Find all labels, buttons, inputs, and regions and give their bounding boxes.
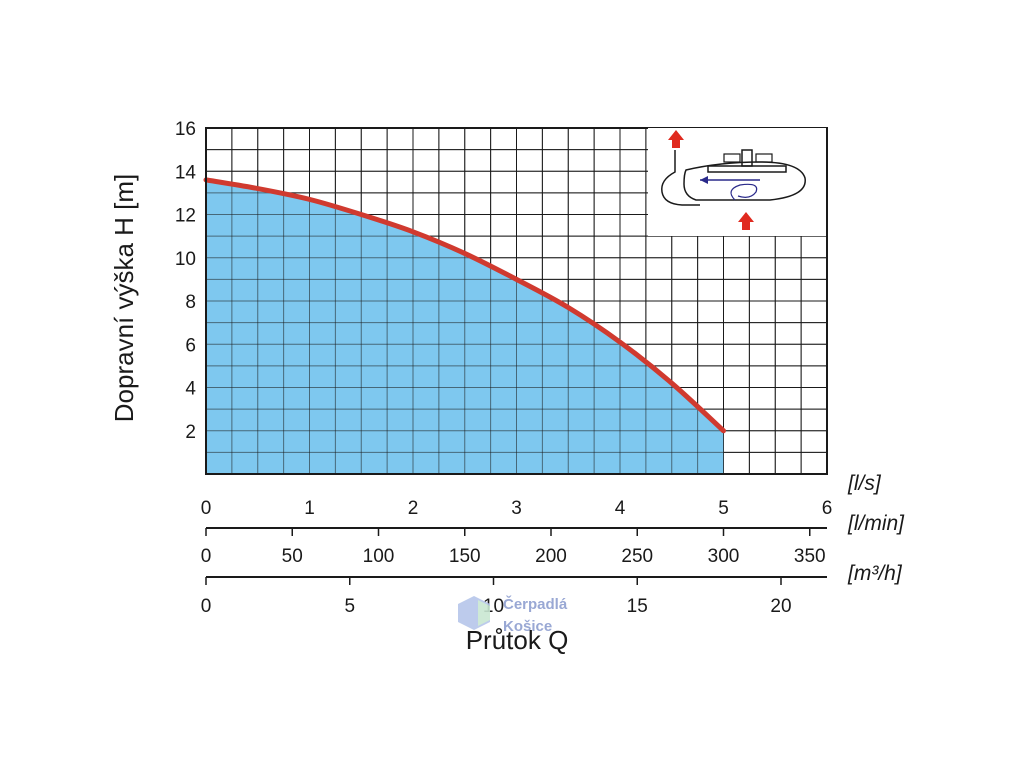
x-tick-label: 20 (770, 596, 791, 617)
x-tick-label: 5 (344, 596, 355, 617)
x-tick-label: 3 (511, 498, 522, 519)
x-tick-label: 200 (535, 546, 567, 567)
x-tick-label: 350 (794, 546, 826, 567)
x-tick-label: 0 (201, 596, 212, 617)
x-tick-label: 50 (282, 546, 303, 567)
x-tick-label: 5 (718, 498, 729, 519)
x-tick-label: 300 (708, 546, 740, 567)
x-axis-unit: [m³/h] (847, 562, 903, 585)
y-tick-label: 2 (185, 422, 196, 443)
grid-overlay (206, 128, 827, 474)
x-tick-label: 100 (363, 546, 395, 567)
x-axes: 0 1 2 3 4 5 6[l/s]0 50 100 150 200 250 300 350[l/min]… (201, 472, 905, 617)
y-tick-label: 10 (175, 249, 196, 270)
y-tick-label: 14 (175, 162, 197, 183)
x-axis-unit: [l/min] (847, 512, 905, 535)
y-axis-title: Dopravní výška H [m] (109, 174, 139, 423)
x-axis-title: Průtok Q (466, 625, 569, 655)
x-tick-label: 6 (822, 498, 833, 519)
y-tick-labels: 2 4 6 8 10 12 14 16 (175, 119, 197, 443)
series-line (203, 177, 726, 434)
x-tick-label: 15 (627, 596, 648, 617)
x-tick-label: 0 (201, 498, 212, 519)
watermark: Čerpadlá Košice (458, 595, 568, 635)
y-tick-label: 6 (185, 335, 196, 356)
y-tick-label: 4 (185, 379, 196, 400)
x-tick-label: 4 (615, 498, 626, 519)
x-tick-label: 1 (304, 498, 315, 519)
y-tick-label: 8 (185, 292, 196, 313)
x-tick-label: 150 (449, 546, 481, 567)
pump-schematic-icon (648, 128, 826, 236)
plot-frame (205, 127, 828, 475)
watermark-line-1: Čerpadlá (503, 595, 568, 613)
watermark-line-2: Košice (503, 618, 552, 635)
y-tick-label: 12 (175, 206, 196, 227)
x-tick-label: 250 (621, 546, 653, 567)
x-axis-unit: [l/s] (847, 472, 882, 495)
x-tick-label: 0 (201, 546, 212, 567)
y-tick-label: 16 (175, 119, 196, 140)
x-tick-label: 2 (408, 498, 419, 519)
